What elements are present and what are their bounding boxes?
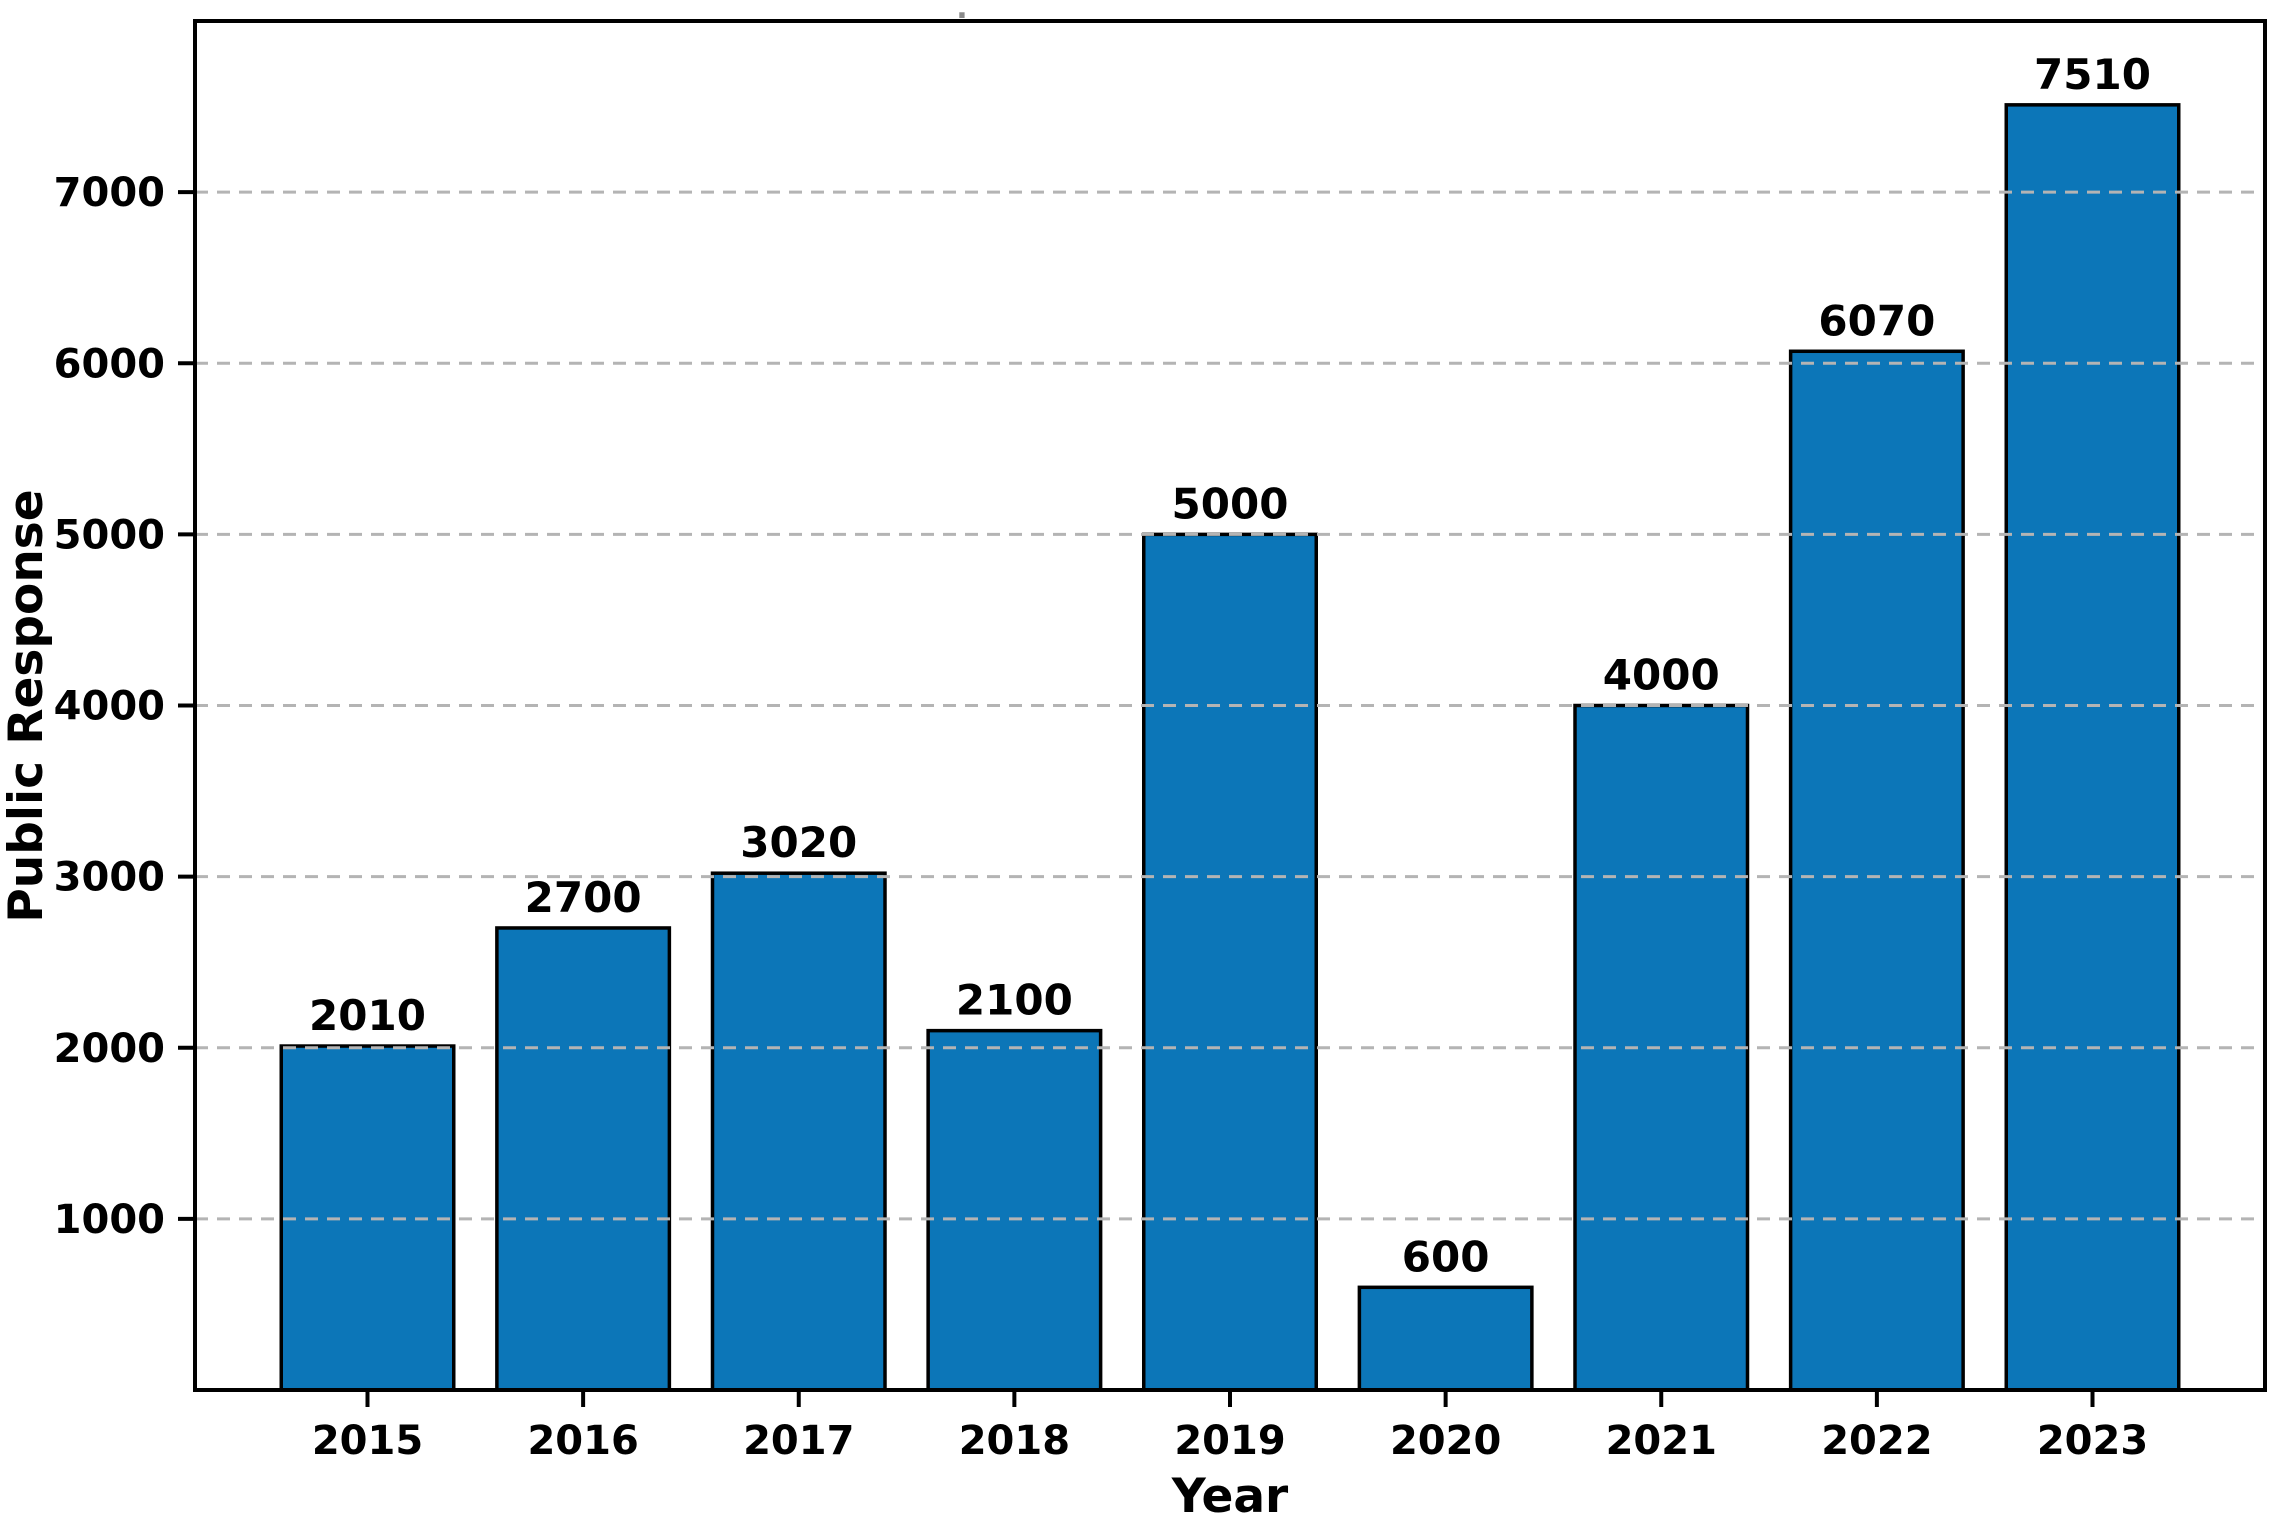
x-tick-label: 2017: [743, 1418, 854, 1464]
bar-value-label: 2100: [956, 976, 1073, 1025]
y-tick-label: 3000: [54, 855, 165, 901]
y-tick-label: 4000: [54, 684, 165, 730]
x-axis-label: Year: [1171, 1469, 1289, 1522]
chart-title: .: [956, 0, 967, 26]
value-labels-layer: 2010 2700 3020 2100 5000 600 4000 6070 7510: [309, 50, 2151, 1281]
x-tick-label: 2018: [959, 1418, 1070, 1464]
x-tick-label: 2022: [1821, 1418, 1932, 1464]
bar: [1142, 532, 1318, 1392]
y-tick-labels-layer: 1000 2000 3000 4000 5000 6000 7000: [54, 170, 165, 1243]
x-tick-label: 2015: [312, 1418, 423, 1464]
bar-value-label: 5000: [1172, 479, 1289, 528]
bar-value-label: 3020: [740, 818, 857, 867]
bar-value-label: 4000: [1603, 651, 1720, 700]
bar: [926, 1028, 1103, 1392]
y-tick-label: 2000: [54, 1026, 165, 1072]
bar: [1357, 1285, 1534, 1392]
x-tick-labels-layer: 2015 2016 2017 2018 2019 2020 2021 2022 2023: [312, 1418, 2148, 1464]
y-tick-label: 1000: [54, 1197, 165, 1243]
y-tick-label: 5000: [54, 512, 165, 558]
bar-value-label: 7510: [2034, 50, 2151, 99]
bar: [2004, 103, 2181, 1392]
x-tick-label: 2021: [1606, 1418, 1717, 1464]
x-tick-label: 2023: [2037, 1418, 2148, 1464]
y-tick-label: 6000: [54, 341, 165, 387]
gridlines-layer: [195, 190, 2265, 1221]
x-tick-label: 2016: [527, 1418, 638, 1464]
bar-value-label: 600: [1402, 1232, 1490, 1281]
axis-ticks-layer: [178, 190, 2095, 1407]
bar-value-label: 6070: [1818, 296, 1935, 345]
bar: [1788, 349, 1965, 1392]
x-tick-label: 2019: [1174, 1418, 1285, 1464]
bar-value-label: 2700: [525, 873, 642, 922]
y-tick-label: 7000: [54, 170, 165, 216]
bar: [710, 871, 887, 1392]
x-tick-label: 2020: [1390, 1418, 1501, 1464]
y-axis-label: Public Response: [0, 489, 54, 922]
bar-value-label: 2010: [309, 991, 426, 1040]
bar: [495, 926, 672, 1392]
